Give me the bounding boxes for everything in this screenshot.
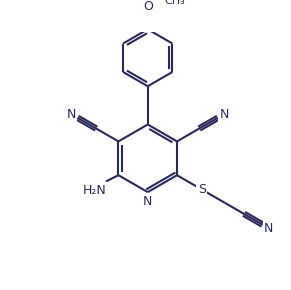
Text: H₂N: H₂N [83,184,106,197]
Text: S: S [198,183,206,196]
Text: CH₃: CH₃ [164,0,185,6]
Text: N: N [143,195,152,208]
Text: O: O [143,0,153,13]
Text: N: N [264,222,274,235]
Text: N: N [67,108,76,121]
Text: N: N [219,108,229,121]
